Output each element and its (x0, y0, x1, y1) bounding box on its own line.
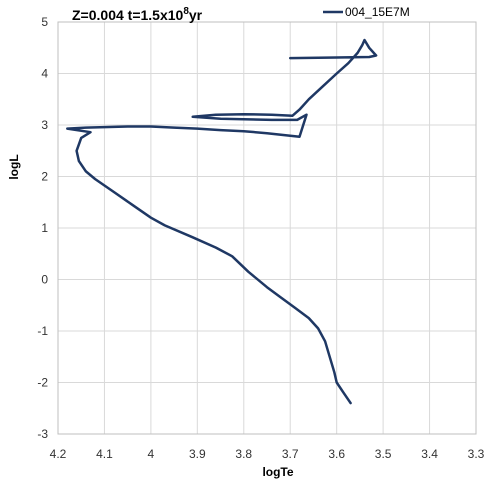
x-tick-label: 3.7 (282, 447, 299, 461)
legend-label: 004_15E7M (345, 5, 410, 19)
chart-title-main: Z=0.004 t=1.5x10 (72, 7, 184, 23)
series-layer (66, 38, 378, 405)
y-tick-label: 2 (41, 170, 48, 184)
chart-title: Z=0.004 t=1.5x108yr (72, 6, 203, 23)
y-tick-label: 0 (41, 273, 48, 287)
chart-title-superscript: 8 (183, 6, 189, 17)
legend: 004_15E7M (323, 5, 410, 19)
x-tick-label: 3.4 (421, 447, 438, 461)
y-tick-label: 5 (41, 15, 48, 29)
plot-area-border (57, 21, 477, 435)
x-tick-label: 3.9 (189, 447, 206, 461)
x-tick-label: 3.6 (328, 447, 345, 461)
y-tick-label: 4 (41, 67, 48, 81)
y-axis-label: logL (7, 154, 21, 179)
x-tick-label: 3.5 (375, 447, 392, 461)
x-axis-label: logTe (262, 465, 293, 479)
series-line-004_15E7M (66, 38, 378, 405)
y-tick-label: -3 (37, 427, 48, 441)
chart-title-end: yr (189, 7, 203, 23)
y-tick-label: -1 (37, 324, 48, 338)
y-tick-label: -2 (37, 376, 48, 390)
y-axis-tick-labels: -3 -2 -1 0 1 2 3 4 5 (37, 15, 48, 441)
x-axis-tick-labels: 4.2 4.1 4 3.9 3.8 3.7 3.6 3.5 3.4 3.3 (50, 447, 485, 461)
y-tick-label: 3 (41, 118, 48, 132)
x-tick-label: 4 (148, 447, 155, 461)
x-tick-label: 3.3 (468, 447, 485, 461)
x-tick-label: 3.8 (235, 447, 252, 461)
x-tick-label: 4.1 (96, 447, 113, 461)
y-tick-label: 1 (41, 221, 48, 235)
x-tick-label: 4.2 (50, 447, 67, 461)
